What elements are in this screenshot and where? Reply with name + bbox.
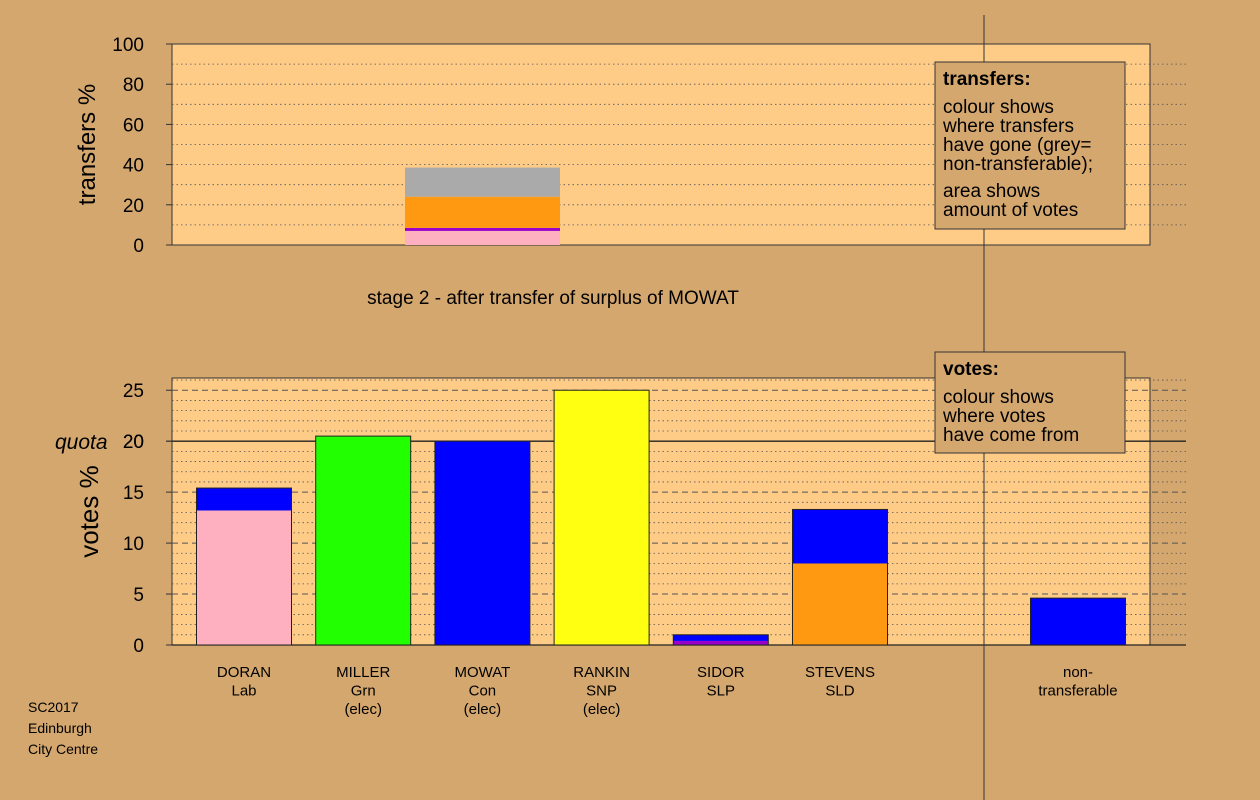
bar-segment-sld <box>792 563 888 645</box>
bar-outline <box>553 389 650 646</box>
footer-line: SC2017 <box>28 699 79 715</box>
bar-segment-con <box>434 441 530 645</box>
bar-outline <box>315 435 412 646</box>
bar-segment-con <box>792 509 888 564</box>
y-tick-label: 0 <box>133 636 144 657</box>
y-tick-label: 20 <box>123 432 144 453</box>
transfers-box-line: area shows <box>943 181 1040 202</box>
y-tick-label: 80 <box>123 75 144 96</box>
x-tick-label: SLP <box>707 683 735 700</box>
transfers-box-line: colour shows <box>943 97 1054 118</box>
bar-non <box>1030 597 1126 646</box>
bar-segment-con <box>673 634 769 641</box>
bar-stevens <box>792 508 888 646</box>
votes-box-line: colour shows <box>943 387 1054 408</box>
x-tick-label: MILLER <box>336 664 390 681</box>
bar-outline <box>672 634 769 646</box>
y-tick-label: 0 <box>133 236 144 257</box>
bar-segment-grn <box>315 436 411 645</box>
y-tick-label: 100 <box>112 35 144 56</box>
bar-rankin <box>553 389 650 646</box>
x-tick-label: Grn <box>351 683 376 700</box>
x-tick-label: RANKIN <box>573 664 630 681</box>
x-tick-label: SLD <box>825 683 854 700</box>
y-tick-label: 10 <box>123 534 144 555</box>
x-tick-label: non- <box>1063 664 1093 681</box>
x-tick-label: transferable <box>1038 683 1117 700</box>
transfers-box-line: have gone (grey= <box>943 135 1091 156</box>
x-tick-label: STEVENS <box>805 664 875 681</box>
x-tick-label: MOWAT <box>454 664 510 681</box>
bar-outline <box>792 508 888 646</box>
transfer-segment-sld <box>405 196 560 228</box>
x-tick-label: (elec) <box>464 701 502 718</box>
stage-label: stage 2 - after transfer of surplus of M… <box>367 288 739 309</box>
y-tick-label: 25 <box>123 381 144 402</box>
footer-line: Edinburgh <box>28 720 92 736</box>
x-tick-label: (elec) <box>583 701 621 718</box>
bar-segment-con <box>1030 598 1126 645</box>
transfer-segment-slp <box>405 227 560 231</box>
y-axis-label: transfers % <box>74 84 101 205</box>
x-tick-label: SIDOR <box>697 664 745 681</box>
y-tick-label: 60 <box>123 115 144 136</box>
transfers-box-line: where transfers <box>942 116 1074 137</box>
votes-legend-box: votes: colour shows where votes have com… <box>934 351 1126 454</box>
bar-segment-con <box>196 488 292 511</box>
transfers-box-line: non-transferable); <box>943 154 1093 175</box>
bar-segment-snp <box>554 390 650 645</box>
bar-outline <box>434 440 531 646</box>
bar-outline <box>1030 597 1126 646</box>
quota-label: quota <box>55 431 108 454</box>
votes-box-line: have come from <box>943 425 1079 446</box>
transfer-segment-nontransferable <box>405 167 560 197</box>
transfers-box-line: amount of votes <box>943 200 1078 221</box>
y-tick-label: 5 <box>133 585 144 606</box>
y-axis-label: votes % <box>74 465 104 558</box>
x-tick-label: Lab <box>231 683 256 700</box>
transfers-legend-box: transfers: colour shows where transfers … <box>934 61 1126 230</box>
votes-box-title: votes: <box>943 359 999 380</box>
quota-value-label: 20 <box>123 432 144 453</box>
transfer-segment-lab <box>405 230 560 245</box>
footer-line: City Centre <box>28 741 98 757</box>
votes-box-line: where votes <box>942 406 1045 427</box>
x-tick-label: (elec) <box>344 701 382 718</box>
bar-segment-slp <box>673 640 769 645</box>
bar-sidor <box>672 634 769 646</box>
transfers-box-title: transfers: <box>943 69 1031 90</box>
y-tick-label: 40 <box>123 156 144 177</box>
y-tick-label: 20 <box>123 196 144 217</box>
bar-outline <box>196 487 292 646</box>
y-tick-label: 15 <box>123 483 144 504</box>
bar-mowat <box>434 440 531 646</box>
x-tick-label: SNP <box>586 683 617 700</box>
bar-segment-lab <box>196 510 292 645</box>
bar-miller <box>315 435 412 646</box>
x-tick-label: DORAN <box>217 664 271 681</box>
x-tick-label: Con <box>469 683 497 700</box>
bar-doran <box>196 487 292 646</box>
